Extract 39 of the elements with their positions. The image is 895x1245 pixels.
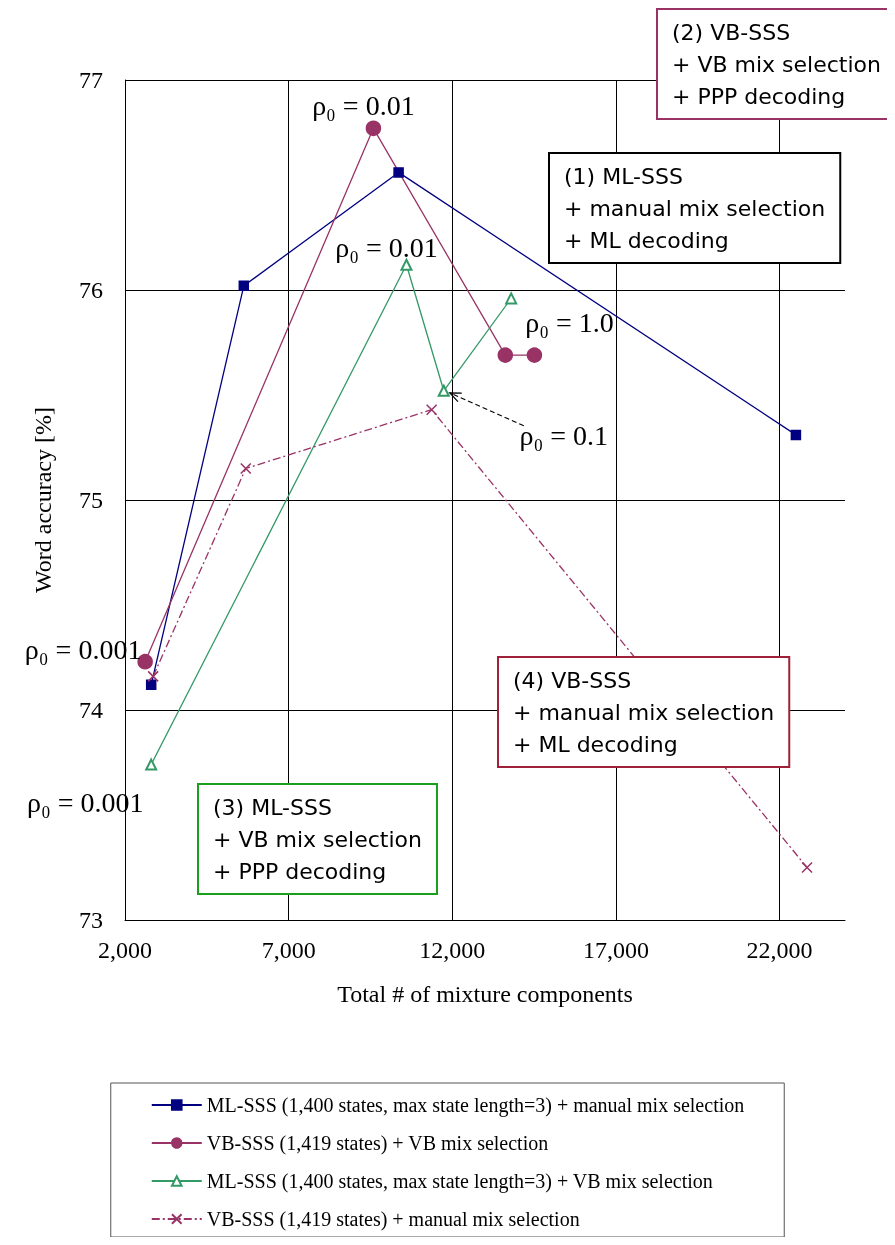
legend-label: VB-SSS (1,419 states) + VB mix selection [206, 1132, 549, 1155]
point [145, 679, 157, 691]
annotation: (3) ML-SSS + VB mix selection + PPP decoding [213, 794, 422, 884]
point [400, 258, 413, 271]
legend-label: VB-SSS (1,419 states) + manual mix selection [206, 1208, 580, 1231]
y-tick-label: 74 [79, 697, 103, 723]
point [240, 462, 252, 475]
point [393, 167, 404, 178]
legend-label: ML-SSS (1,400 states, max state length=3) + VB mix selection [206, 1170, 713, 1193]
y-axis-title: Word accuracy [%] [30, 407, 56, 593]
x-tick-label: 2,000 [98, 937, 152, 963]
annotation: (2) VB-SSS + VB mix selection + PPP decoding [672, 19, 881, 109]
point [526, 347, 543, 363]
annotation: ρ₀ = 1.0 [525, 306, 614, 338]
point [505, 292, 518, 305]
y-tick-label: 73 [79, 907, 103, 933]
y-tick-label: 77 [79, 67, 103, 93]
y-tick-label: 75 [79, 487, 103, 513]
annotation: ρ₀ = 0.01 [335, 232, 438, 264]
point [145, 758, 158, 771]
point [425, 403, 438, 416]
point [365, 120, 382, 137]
point [497, 347, 514, 363]
point [238, 280, 250, 292]
x-tick-label: 12,000 [419, 937, 486, 963]
annotation: (4) VB-SSS + manual mix selection + ML decoding [513, 667, 775, 757]
legend-label: ML-SSS (1,400 states, max state length=3) + manual mix selection [206, 1094, 745, 1117]
x-tick-label: 22,000 [746, 937, 813, 963]
x-axis-title: Total # of mixture components [337, 981, 633, 1007]
point [790, 429, 802, 441]
y-tick-label: 76 [79, 277, 103, 303]
x-tick-label: 7,000 [261, 937, 316, 963]
point [147, 670, 159, 683]
annotation: ρ₀ = 0.01 [312, 89, 415, 121]
annotation: ρ₀ = 0.1 [519, 420, 609, 452]
x-tick-label: 17,000 [582, 937, 649, 963]
annotation: (1) ML-SSS + manual mix selection + ML decoding [564, 163, 826, 253]
point [437, 384, 450, 397]
point [801, 861, 813, 874]
